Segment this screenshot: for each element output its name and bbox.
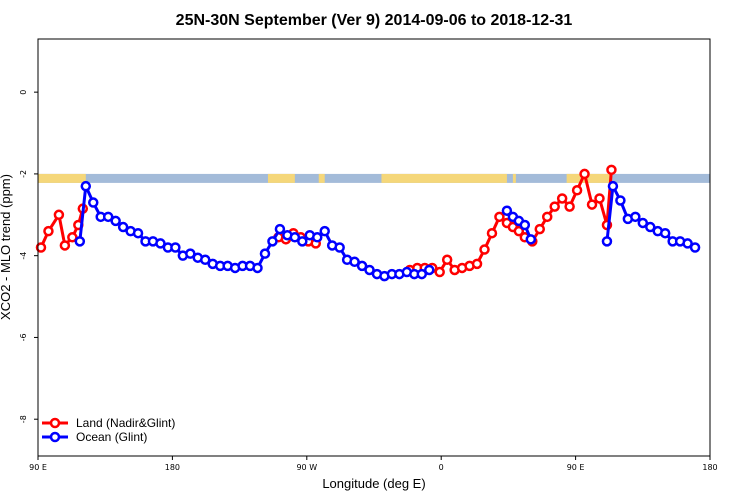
data-point bbox=[274, 223, 286, 235]
land-band bbox=[318, 173, 325, 183]
data-point bbox=[289, 232, 301, 243]
y-tick-label: -2 bbox=[19, 170, 28, 178]
data-point bbox=[416, 268, 428, 280]
data-point bbox=[43, 225, 54, 237]
y-tick-label: 0 bbox=[19, 90, 28, 95]
y-tick-label: -8 bbox=[19, 415, 28, 423]
data-point bbox=[630, 211, 641, 223]
legend-land-label: Land (Nadir&Glint) bbox=[76, 416, 175, 430]
data-point bbox=[102, 211, 114, 223]
data-point bbox=[601, 236, 613, 247]
data-point bbox=[615, 195, 626, 206]
data-point bbox=[556, 193, 568, 204]
y-axis-label: XCO2 - MLO trend (ppm) bbox=[0, 174, 13, 320]
data-point bbox=[606, 164, 617, 176]
data-point bbox=[586, 199, 598, 210]
y-tick-label: -4 bbox=[19, 252, 28, 260]
land-band bbox=[512, 173, 516, 183]
data-point bbox=[185, 248, 196, 259]
data-point bbox=[525, 234, 537, 245]
legend-ocean-marker bbox=[49, 431, 61, 443]
data-point bbox=[494, 211, 505, 223]
legend-ocean-label: Ocean (Glint) bbox=[76, 430, 147, 444]
land-ocean-strip bbox=[38, 173, 710, 183]
data-point bbox=[486, 227, 498, 239]
data-point bbox=[67, 232, 78, 243]
data-point bbox=[682, 238, 693, 249]
data-point bbox=[479, 244, 490, 255]
data-point bbox=[252, 262, 263, 274]
land-band bbox=[38, 173, 86, 183]
x-axis-label: Longitude (deg E) bbox=[322, 476, 425, 491]
y-axis: 0 -2 -4 -6 -8 bbox=[19, 90, 38, 423]
data-point bbox=[110, 215, 121, 227]
x-tick-label: 180 bbox=[165, 463, 180, 472]
data-point bbox=[659, 227, 671, 239]
data-point bbox=[424, 264, 435, 276]
x-tick-label: 180 bbox=[702, 463, 717, 472]
land-band bbox=[267, 173, 295, 183]
series-ocean bbox=[74, 180, 701, 282]
y-tick-label: -6 bbox=[19, 333, 28, 341]
chart-title: 25N-30N September (Ver 9) 2014-09-06 to … bbox=[176, 12, 573, 29]
data-point bbox=[74, 236, 86, 247]
data-point bbox=[501, 205, 513, 216]
data-point bbox=[571, 185, 583, 196]
legend-land-marker bbox=[49, 417, 61, 429]
x-tick-label: 0 bbox=[439, 463, 444, 472]
data-point bbox=[88, 197, 99, 208]
data-point bbox=[607, 180, 619, 192]
x-tick-label: 90 E bbox=[29, 463, 47, 472]
data-point bbox=[80, 180, 92, 192]
data-point bbox=[549, 201, 560, 212]
data-point bbox=[267, 236, 278, 247]
data-point bbox=[471, 258, 483, 270]
data-point bbox=[312, 232, 323, 243]
data-point bbox=[170, 242, 181, 253]
data-point bbox=[645, 221, 656, 233]
data-point bbox=[364, 264, 375, 276]
plot-frame bbox=[37, 38, 711, 457]
x-tick-label: 90 W bbox=[296, 463, 317, 472]
data-point bbox=[564, 201, 575, 212]
legend: Land (Nadir&Glint) Ocean (Glint) bbox=[42, 416, 175, 444]
data-point bbox=[334, 242, 345, 253]
x-axis: 90 E 180 90 W 0 90 E 180 bbox=[29, 456, 718, 472]
plot-series bbox=[35, 164, 701, 282]
data-point bbox=[579, 168, 590, 180]
data-point bbox=[541, 211, 553, 223]
data-point bbox=[519, 219, 531, 231]
data-point bbox=[689, 242, 701, 253]
data-point bbox=[59, 240, 71, 251]
land-band bbox=[566, 173, 612, 183]
data-point bbox=[259, 248, 271, 259]
data-point bbox=[513, 225, 525, 237]
x-tick-label: 90 E bbox=[567, 463, 585, 472]
land-band bbox=[381, 173, 507, 183]
ocean-band bbox=[38, 173, 710, 183]
data-point bbox=[441, 254, 453, 266]
data-point bbox=[117, 221, 129, 233]
data-point bbox=[594, 193, 605, 204]
data-point bbox=[200, 254, 211, 266]
data-point bbox=[132, 227, 144, 239]
data-point bbox=[349, 256, 360, 268]
data-point bbox=[637, 217, 649, 229]
data-point bbox=[155, 238, 166, 249]
data-point bbox=[434, 266, 445, 278]
data-point bbox=[356, 260, 368, 272]
data-point bbox=[319, 225, 330, 237]
data-point bbox=[297, 236, 308, 247]
data-point bbox=[35, 242, 47, 253]
data-point bbox=[534, 223, 546, 235]
data-point bbox=[53, 209, 65, 221]
